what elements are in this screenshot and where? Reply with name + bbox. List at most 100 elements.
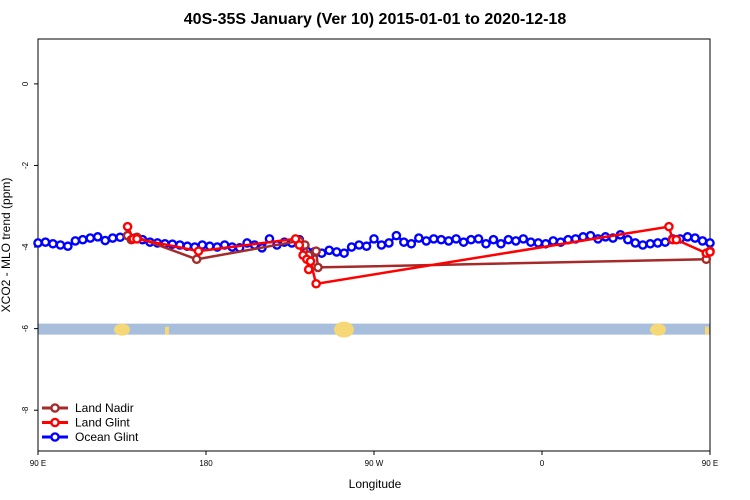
data-point-ocean-glint: [48, 238, 58, 249]
data-point-land-glint: [303, 264, 314, 275]
data-point-ocean-glint: [623, 234, 633, 245]
data-point-ocean-glint: [511, 236, 521, 246]
data-point-ocean-glint: [451, 234, 461, 244]
data-point-land-nadir: [313, 262, 323, 273]
land-strip: [38, 321, 710, 338]
data-point-ocean-glint: [78, 234, 88, 245]
data-point-ocean-glint: [391, 230, 402, 241]
data-point-ocean-glint: [100, 235, 110, 246]
data-point-ocean-glint: [488, 234, 499, 245]
x-tick-label: 90 W: [365, 459, 384, 468]
data-point-land-glint: [305, 256, 316, 267]
data-point-ocean-glint: [376, 240, 387, 250]
x-tick-label: 0: [540, 459, 545, 468]
data-point-ocean-glint: [682, 232, 693, 242]
x-axis: 90 E 180 90 W 0 90 E: [30, 451, 718, 468]
data-point-ocean-glint: [458, 237, 469, 247]
x-tick-label: 90 E: [702, 459, 718, 468]
data-point-ocean-glint: [518, 234, 529, 244]
data-point-ocean-glint: [115, 232, 125, 243]
legend-entry-ocean-glint: Ocean Glint: [42, 430, 139, 444]
legend-label: Ocean Glint: [75, 430, 139, 444]
data-point-ocean-glint: [40, 237, 51, 247]
data-point-ocean-glint: [354, 240, 364, 250]
data-point-ocean-glint: [33, 238, 43, 248]
data-point-ocean-glint: [55, 240, 66, 250]
data-point-land-glint: [705, 247, 715, 257]
data-point-ocean-glint: [85, 233, 96, 243]
data-point-ocean-glint: [652, 238, 663, 248]
x-tick-label: 90 E: [30, 459, 46, 468]
land-mass: [165, 326, 169, 335]
data-point-ocean-glint: [384, 238, 394, 248]
y-tick-label: -8: [21, 406, 30, 414]
data-point-ocean-glint: [399, 237, 409, 247]
data-point-ocean-glint: [548, 236, 559, 246]
data-point-ocean-glint: [92, 232, 103, 242]
series-land-glint: [122, 221, 715, 289]
land-mass: [334, 321, 354, 338]
data-point-ocean-glint: [638, 240, 648, 250]
y-axis-label: XCO2 - MLO trend (ppm): [0, 178, 13, 313]
data-point-ocean-glint: [443, 236, 454, 246]
data-point-ocean-glint: [70, 236, 81, 246]
data-point-ocean-glint: [421, 236, 432, 246]
data-point-ocean-glint: [107, 233, 118, 243]
data-point-ocean-glint: [705, 238, 715, 248]
data-point-land-glint: [193, 246, 204, 256]
data-point-land-glint: [311, 278, 321, 289]
data-point-ocean-glint: [413, 233, 424, 243]
data-point-ocean-glint: [533, 238, 544, 248]
y-tick-label: -4: [21, 243, 30, 251]
y-tick-label: -6: [21, 325, 30, 333]
data-point-ocean-glint: [63, 241, 73, 252]
data-point-ocean-glint: [436, 234, 447, 245]
data-point-ocean-glint: [369, 234, 379, 244]
x-tick-label: 180: [199, 459, 213, 468]
ocean-strip: [38, 323, 710, 335]
data-point-ocean-glint: [473, 234, 484, 244]
data-point-ocean-glint: [496, 238, 506, 249]
legend-entry-land-glint: Land Glint: [42, 416, 130, 430]
data-point-land-nadir: [311, 246, 321, 256]
data-point-land-glint: [132, 234, 142, 244]
data-point-ocean-glint: [690, 233, 700, 243]
x-axis-label: Longitude: [349, 477, 402, 491]
legend-marker: [50, 417, 60, 428]
data-point-ocean-glint: [503, 234, 514, 245]
data-point-ocean-glint: [526, 237, 536, 247]
y-tick-label: 0: [21, 81, 30, 86]
legend-label: Land Glint: [75, 416, 130, 430]
data-point-ocean-glint: [466, 234, 476, 245]
data-point-ocean-glint: [406, 238, 417, 249]
data-point-ocean-glint: [324, 245, 335, 256]
series-layer: [33, 221, 715, 289]
data-point-ocean-glint: [481, 238, 491, 249]
data-point-ocean-glint: [339, 248, 349, 258]
data-point-ocean-glint: [331, 247, 342, 257]
chart-title: 40S-35S January (Ver 10) 2015-01-01 to 2…: [184, 11, 567, 28]
data-point-land-glint: [294, 240, 305, 250]
data-point-land-nadir: [191, 254, 202, 265]
data-point-ocean-glint: [428, 234, 439, 244]
land-mass: [114, 323, 130, 336]
data-point-land-glint: [664, 221, 674, 232]
legend-label: Land Nadir: [75, 401, 134, 415]
land-mass: [705, 326, 709, 335]
data-point-ocean-glint: [645, 238, 656, 249]
y-tick-label: -2: [21, 161, 30, 169]
data-point-ocean-glint: [697, 236, 708, 246]
data-point-land-glint: [671, 234, 682, 245]
data-point-ocean-glint: [660, 237, 671, 247]
data-point-ocean-glint: [346, 242, 357, 252]
legend-marker: [50, 432, 60, 442]
legend-marker: [50, 403, 60, 413]
data-point-ocean-glint: [630, 238, 641, 248]
data-point-land-glint: [122, 221, 133, 232]
legend-entry-land-nadir: Land Nadir: [42, 401, 134, 415]
data-point-ocean-glint: [361, 241, 372, 252]
land-mass: [650, 323, 666, 336]
